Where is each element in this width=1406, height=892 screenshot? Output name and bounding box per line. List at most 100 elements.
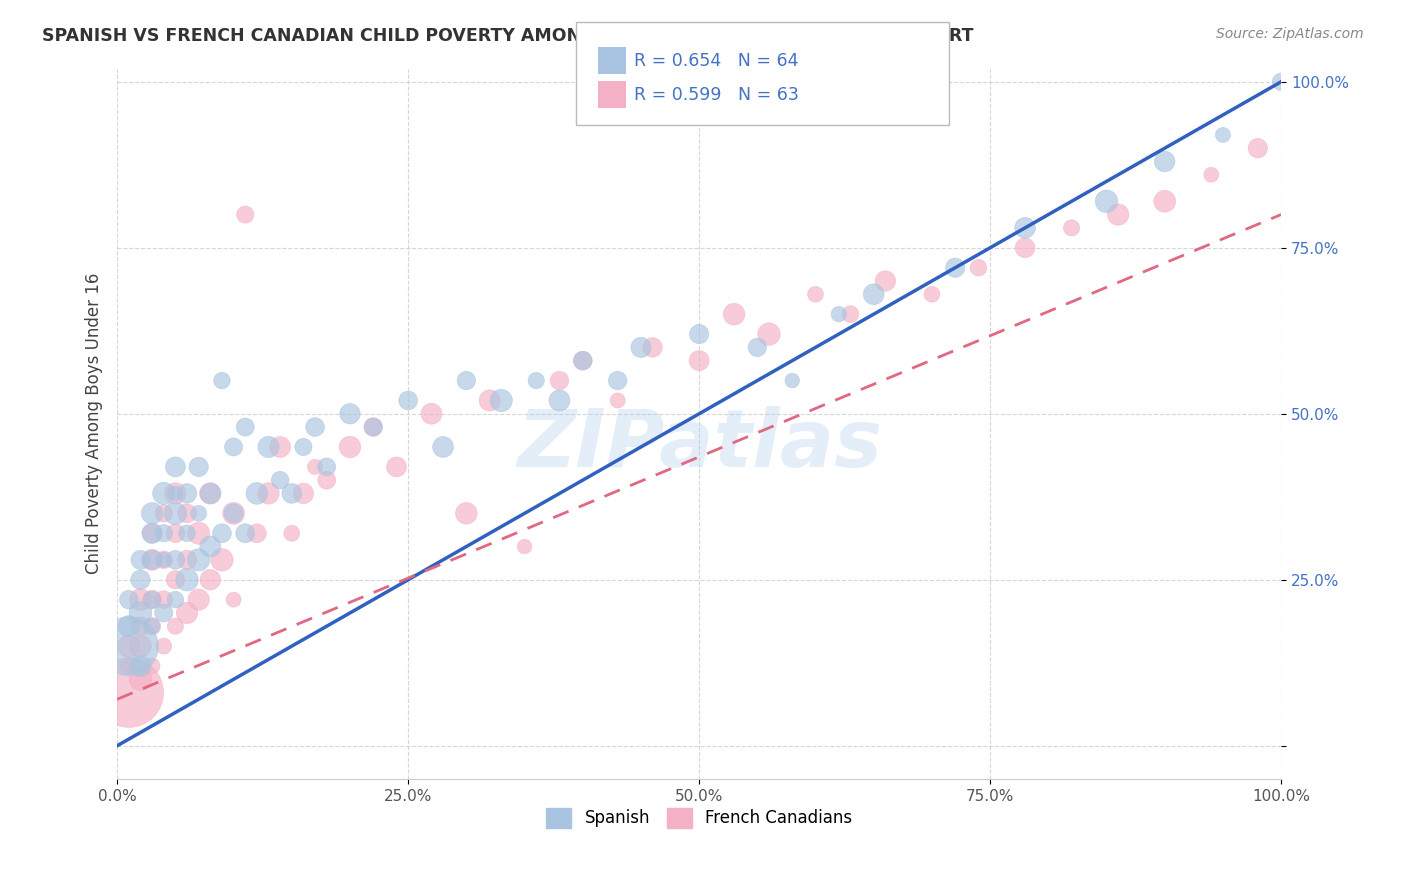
Text: R = 0.654   N = 64: R = 0.654 N = 64: [634, 52, 799, 70]
Y-axis label: Child Poverty Among Boys Under 16: Child Poverty Among Boys Under 16: [86, 273, 103, 574]
Point: [548, 393, 571, 408]
Point: [187, 553, 209, 567]
Point: [1014, 241, 1036, 255]
Point: [269, 440, 291, 454]
Point: [524, 374, 547, 388]
Point: [456, 374, 478, 388]
Point: [152, 486, 174, 500]
Point: [118, 592, 141, 607]
Point: [118, 639, 141, 653]
Point: [292, 486, 315, 500]
Point: [315, 473, 337, 487]
Point: [129, 619, 152, 633]
Point: [129, 606, 152, 620]
Point: [165, 486, 187, 500]
Point: [257, 440, 280, 454]
Point: [641, 340, 664, 354]
Point: [165, 459, 187, 474]
Point: [152, 639, 174, 653]
Point: [200, 540, 222, 554]
Point: [246, 526, 269, 541]
Point: [152, 526, 174, 541]
Point: [129, 659, 152, 673]
Point: [1153, 154, 1175, 169]
Point: [187, 507, 209, 521]
Point: [1212, 128, 1234, 142]
Point: [1199, 168, 1222, 182]
Point: [141, 526, 163, 541]
Point: [165, 526, 187, 541]
Point: [420, 407, 443, 421]
Point: [129, 553, 152, 567]
Point: [222, 507, 245, 521]
Point: [200, 573, 222, 587]
Point: [1060, 220, 1083, 235]
Point: [257, 486, 280, 500]
Point: [943, 260, 966, 275]
Point: [339, 440, 361, 454]
Point: [723, 307, 745, 321]
Point: [165, 553, 187, 567]
Point: [222, 507, 245, 521]
Point: [141, 526, 163, 541]
Point: [222, 440, 245, 454]
Point: [491, 393, 513, 408]
Text: R = 0.599   N = 63: R = 0.599 N = 63: [634, 86, 799, 103]
Point: [571, 353, 593, 368]
Point: [211, 526, 233, 541]
Point: [361, 420, 384, 434]
Point: [432, 440, 454, 454]
Point: [176, 553, 198, 567]
Point: [281, 486, 304, 500]
Point: [1270, 75, 1292, 89]
Point: [211, 374, 233, 388]
Point: [118, 685, 141, 699]
Point: [688, 327, 710, 342]
Point: [747, 340, 769, 354]
Point: [187, 459, 209, 474]
Point: [875, 274, 897, 288]
Point: [141, 619, 163, 633]
Point: [630, 340, 652, 354]
Point: [211, 553, 233, 567]
Point: [176, 507, 198, 521]
Point: [118, 659, 141, 673]
Point: [233, 208, 256, 222]
Point: [200, 486, 222, 500]
Point: [152, 507, 174, 521]
Point: [187, 592, 209, 607]
Point: [152, 606, 174, 620]
Point: [118, 619, 141, 633]
Point: [1107, 208, 1129, 222]
Point: [233, 420, 256, 434]
Point: [478, 393, 501, 408]
Point: [152, 553, 174, 567]
Point: [176, 526, 198, 541]
Text: ZIPatlas: ZIPatlas: [516, 406, 882, 484]
Point: [152, 592, 174, 607]
Text: Source: ZipAtlas.com: Source: ZipAtlas.com: [1216, 27, 1364, 41]
Point: [233, 526, 256, 541]
Point: [165, 592, 187, 607]
Point: [828, 307, 851, 321]
Point: [606, 374, 628, 388]
Point: [862, 287, 884, 301]
Point: [304, 420, 326, 434]
Point: [187, 526, 209, 541]
Point: [141, 553, 163, 567]
Point: [1247, 141, 1270, 155]
Point: [396, 393, 419, 408]
Point: [606, 393, 628, 408]
Point: [118, 639, 141, 653]
Point: [129, 673, 152, 687]
Point: [176, 486, 198, 500]
Text: SPANISH VS FRENCH CANADIAN CHILD POVERTY AMONG BOYS UNDER 16 CORRELATION CHART: SPANISH VS FRENCH CANADIAN CHILD POVERTY…: [42, 27, 974, 45]
Point: [129, 573, 152, 587]
Point: [152, 553, 174, 567]
Point: [571, 353, 593, 368]
Point: [304, 459, 326, 474]
Point: [758, 327, 780, 342]
Point: [1153, 194, 1175, 209]
Point: [361, 420, 384, 434]
Point: [129, 639, 152, 653]
